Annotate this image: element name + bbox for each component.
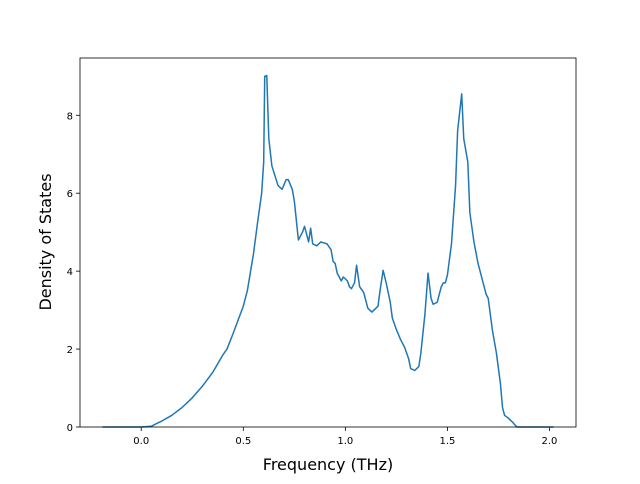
x-tick-label: 2.0 <box>542 436 558 447</box>
y-axis-label: Density of States <box>36 173 55 310</box>
y-tick-label: 6 <box>67 189 73 200</box>
x-tick-label: 1.0 <box>337 436 353 447</box>
plot-frame <box>79 57 577 428</box>
y-tick-label: 2 <box>67 345 73 356</box>
y-tick-label: 8 <box>67 111 73 122</box>
x-axis-label: Frequency (THz) <box>263 455 393 474</box>
x-tick-label: 1.5 <box>439 436 455 447</box>
x-tick-label: 0.5 <box>235 436 251 447</box>
y-tick-label: 0 <box>67 423 73 434</box>
x-tick-label: 0.0 <box>133 436 149 447</box>
data-line <box>102 74 554 428</box>
y-tick-label: 4 <box>67 267 73 278</box>
